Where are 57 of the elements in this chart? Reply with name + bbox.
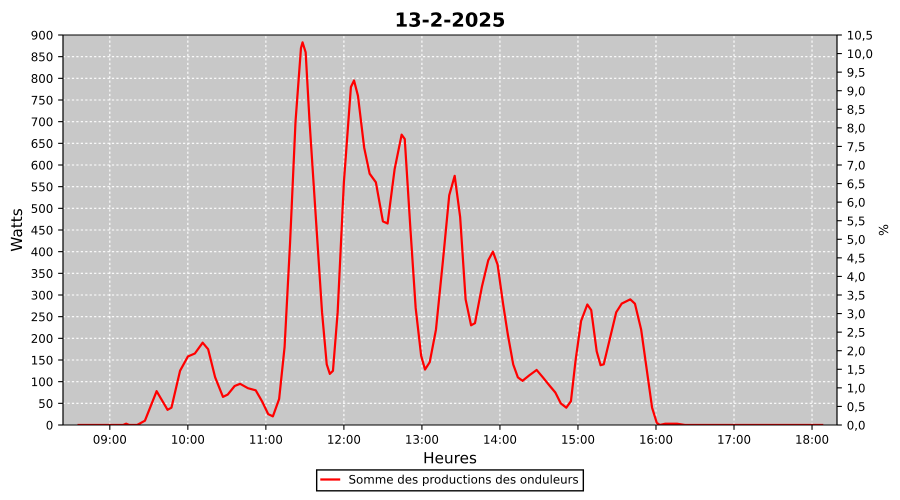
y2-tick-label: 2,5 (848, 328, 864, 338)
y2-tick-label: 10,5 (848, 30, 872, 41)
y-tick-label: 50 (39, 399, 52, 408)
y2-tick-label: 1,0 (848, 384, 865, 394)
line-series (77, 41, 824, 425)
y2-tick-label: 4,0 (847, 272, 865, 282)
y-tick-label: 400 (31, 247, 52, 256)
x-tick-label: 16:00 (640, 434, 672, 444)
y2-tick-label: 9,5 (847, 68, 864, 78)
y2-tick-label: 7,0 (848, 160, 865, 171)
x-tick-label: 18:00 (796, 434, 828, 444)
y-tick-label: 600 (32, 160, 52, 170)
x-tick-label: 09:00 (94, 434, 126, 444)
y2-tick-label: 6,5 (848, 179, 864, 190)
y2-tick-label: 3,5 (848, 290, 864, 301)
y2-tick-label: 8,0 (848, 124, 865, 134)
y2-tick-label: 3,0 (848, 309, 865, 320)
y-tick-label: 100 (32, 377, 52, 386)
x-tick-label: 11:00 (250, 434, 282, 444)
x-axis-title: Heures (424, 452, 476, 464)
y2-tick-label: 0,0 (848, 420, 865, 431)
y2-tick-label: 8,5 (848, 105, 864, 116)
y-tick-label: 650 (32, 139, 52, 148)
y2-tick-label: 2,0 (848, 346, 865, 357)
y-tick-label: 750 (32, 96, 52, 105)
y-tick-label: 150 (32, 356, 52, 365)
y2-tick-label: 1,5 (848, 365, 864, 376)
y-tick-label: 350 (32, 269, 52, 278)
y-tick-label: 200 (32, 334, 52, 343)
x-tick-label: 10:00 (172, 434, 204, 444)
y-axis-title: Watts (10, 209, 22, 252)
x-tick-label: 15:00 (562, 434, 594, 444)
x-tick-label: 17:00 (718, 434, 750, 444)
y-tick-label: 300 (32, 290, 52, 300)
x-tick-label: 13:00 (406, 434, 438, 444)
y-tick-label: 500 (32, 204, 52, 213)
y-tick-label: 450 (31, 226, 52, 235)
y2-tick-label: 0,5 (848, 402, 864, 412)
chart-title: 13-2-2025 (396, 12, 504, 27)
y-tick-label: 250 (32, 312, 52, 322)
y2-tick-label: 6,0 (848, 198, 865, 208)
y-tick-label: 700 (32, 117, 52, 126)
y-tick-label: 550 (32, 182, 52, 192)
y2-tick-label: 4,5 (847, 254, 864, 264)
x-tick-label: 12:00 (328, 434, 360, 444)
y-tick-label: 900 (31, 30, 52, 40)
y-tick-label: 800 (32, 74, 52, 83)
y2-tick-label: 5,5 (848, 216, 864, 227)
legend-label: Somme des productions des onduleurs (349, 474, 578, 486)
y2-tick-label: 7,5 (848, 142, 864, 152)
x-tick-label: 14:00 (484, 434, 516, 444)
y-tick-label: 0 (46, 420, 52, 430)
y2-tick-label: 10,0 (848, 49, 872, 60)
y2-tick-label: 9,0 (847, 86, 865, 97)
y-tick-label: 850 (32, 52, 52, 62)
y2-tick-label: 5,0 (848, 235, 865, 246)
y2-axis-title: % (878, 224, 888, 236)
